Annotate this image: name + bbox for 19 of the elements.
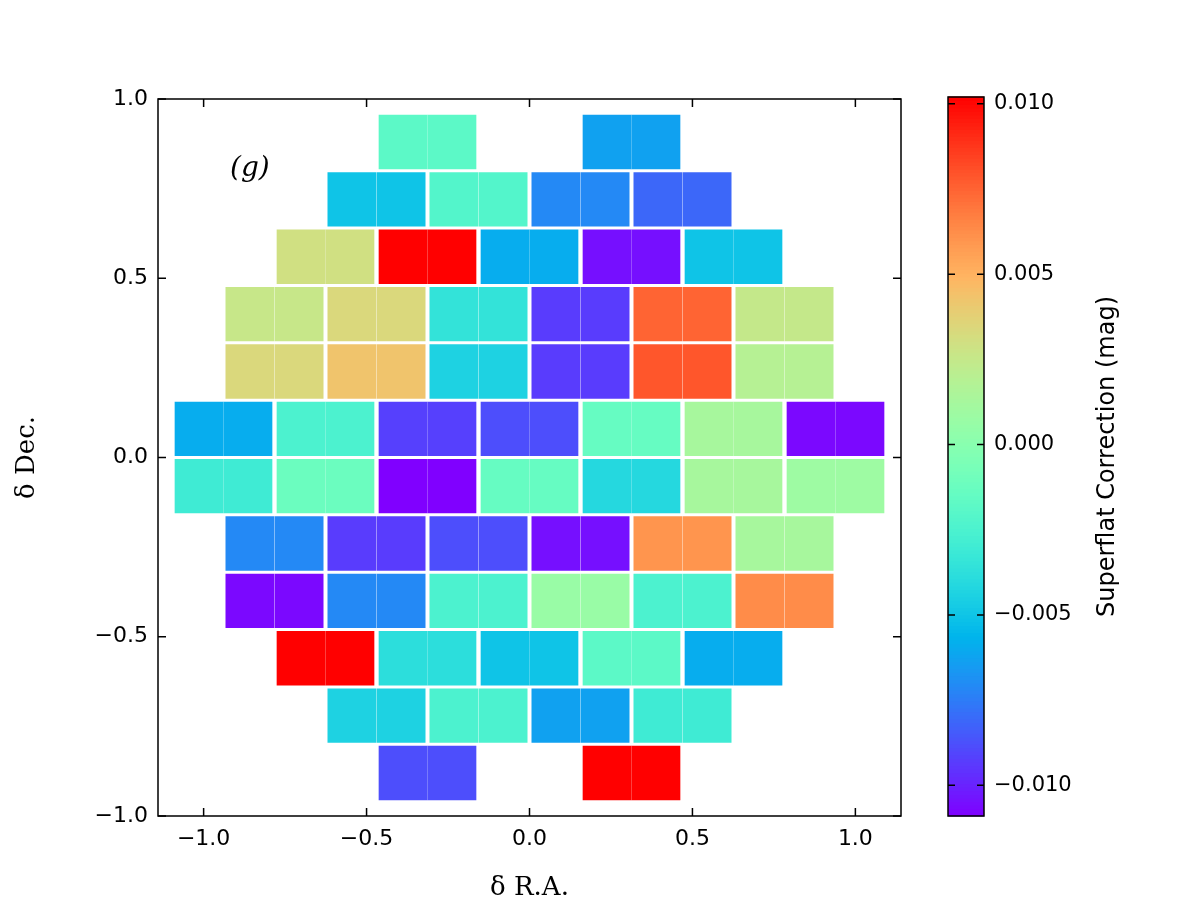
color-bar-label: 0.010 xyxy=(994,90,1055,115)
y-axis-title: δ Dec. xyxy=(10,416,41,499)
y-tick-label: 1.0 xyxy=(113,84,148,110)
color-bar-title: Superflat Correction (mag) xyxy=(1092,295,1121,618)
color-bar-label: 0.000 xyxy=(994,431,1055,456)
color-bar-label: −0.010 xyxy=(994,771,1072,796)
annotation: (g) xyxy=(230,150,270,184)
x-tick-label: −1.0 xyxy=(176,824,231,850)
y-tick-label: −0.5 xyxy=(94,622,148,648)
x-tick-label: 0.5 xyxy=(674,824,710,850)
y-tick-label: 0.0 xyxy=(113,443,148,469)
y-tick-label: 0.5 xyxy=(113,263,148,289)
color-bar-label: −0.005 xyxy=(994,601,1072,626)
x-axis-title: δ R.A. xyxy=(490,871,569,900)
x-tick-label: 1.0 xyxy=(837,824,873,850)
x-tick-label: 0.0 xyxy=(512,824,547,850)
color-bar-label: 0.005 xyxy=(994,260,1055,285)
x-tick-label: −0.5 xyxy=(339,824,394,850)
y-tick-label: −1.0 xyxy=(94,801,148,827)
